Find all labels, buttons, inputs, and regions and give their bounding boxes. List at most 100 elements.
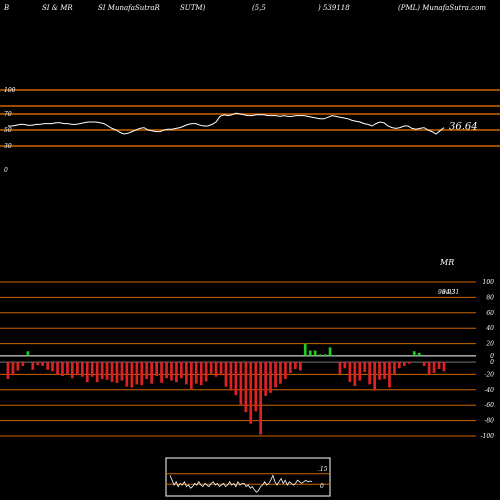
mr-bar [56,362,59,375]
mr-bar [363,362,367,373]
mr-bar [110,362,114,383]
rsi-line [8,112,445,135]
mini-top-label: .15 [318,466,328,473]
mr-bar [303,343,307,356]
mr-bar [61,362,64,376]
mr-bar [51,362,54,372]
mr-y-tick: -60 [484,402,494,409]
mr-bar [150,362,153,384]
mr-bar [353,362,357,386]
mr-bar [31,362,35,370]
mr-bar [16,362,20,371]
mr-bar [254,362,258,412]
mr-bar [343,362,347,369]
mr-bar [90,362,94,377]
mr-bar [170,362,173,381]
mr-bar [239,362,243,405]
mr-bar [318,354,322,356]
mr-bar [269,362,272,393]
mr-bar [289,362,292,373]
mr-bar [412,351,416,356]
mr-bar [76,362,79,376]
header-item: (5,5 [252,4,266,12]
mr-bar [378,362,381,380]
header-item: SI MunafaSutraR [98,4,160,12]
mr-bar [219,362,223,376]
mr-bar [100,362,104,379]
mr-bar [180,362,183,379]
mr-bar [135,362,139,385]
mr-bar [46,362,49,370]
mr-bar [403,362,406,366]
mr-bar [249,362,253,424]
mr-bar [229,362,233,391]
mr-bar [308,350,312,356]
header-item: SUTM) [180,4,206,12]
mr-bar [388,362,391,388]
mr-bar [368,362,371,385]
mr-bar [393,362,396,375]
mr-bar [373,362,376,391]
mr-bar [244,362,248,413]
mr-bar [125,362,129,387]
mr-bar [120,362,124,381]
header-item: ) 539118 [318,4,350,12]
mr-bar [21,362,25,366]
mr-bar [234,362,238,396]
mr-bar [81,362,84,377]
mr-bar [26,351,30,356]
mr-bar [294,362,297,369]
mr-bar [41,362,44,366]
mr-bar [427,362,431,375]
mr-bar [175,362,178,383]
mini-chart-frame [165,457,331,497]
mr-bar [165,362,168,379]
mr-bar [105,362,109,380]
mr-y-tick: 80 [486,294,494,301]
mr-y-tick: 0 [490,359,494,366]
mr-y-tick: -20 [484,371,494,378]
mr-bar [71,362,74,379]
rsi-last-value-label: 36.64 [449,122,478,133]
mr-bar [160,362,163,383]
mini-mid-label: 0 [320,483,324,490]
mr-bar [259,362,262,435]
mr-bar [140,362,144,386]
mr-bar [432,362,436,373]
mr-y-tick: 60 [486,310,494,317]
mr-bar [408,362,411,364]
mr-bar [299,362,302,371]
mr-bar [398,362,401,369]
mr-bar [224,362,228,387]
mr-bar [36,362,40,366]
mr-bar [274,362,277,388]
mr-bar [85,362,89,383]
rsi-y-tick: 100 [4,87,16,94]
mr-bar [442,362,446,372]
rsi-y-tick: 70 [4,111,12,118]
mr-bar [185,362,188,385]
mr-panel-label: MR [439,258,454,267]
mr-bar [204,362,208,382]
mr-bar [417,352,421,356]
mr-bar [66,362,69,375]
mr-y-tick: -40 [484,387,494,394]
mr-bar [209,362,213,374]
mr-bar [190,362,193,389]
mr-bar [95,362,99,383]
mr-bar [348,362,352,383]
mr-bar [323,354,327,356]
mr-bar [214,362,218,377]
mr-bar [279,362,282,384]
mr-y-tick: 100 [483,279,495,286]
mr-y-tick: 40 [485,325,494,332]
mr-bar [115,362,119,383]
mr-bar [194,362,198,384]
mr-overlap-label: 94.31 [442,289,459,296]
mr-bar [145,362,149,379]
mr-bar [11,362,15,376]
mr-y-tick: 0 [490,353,494,360]
header-item: B [4,4,10,12]
mr-bar [358,362,362,381]
